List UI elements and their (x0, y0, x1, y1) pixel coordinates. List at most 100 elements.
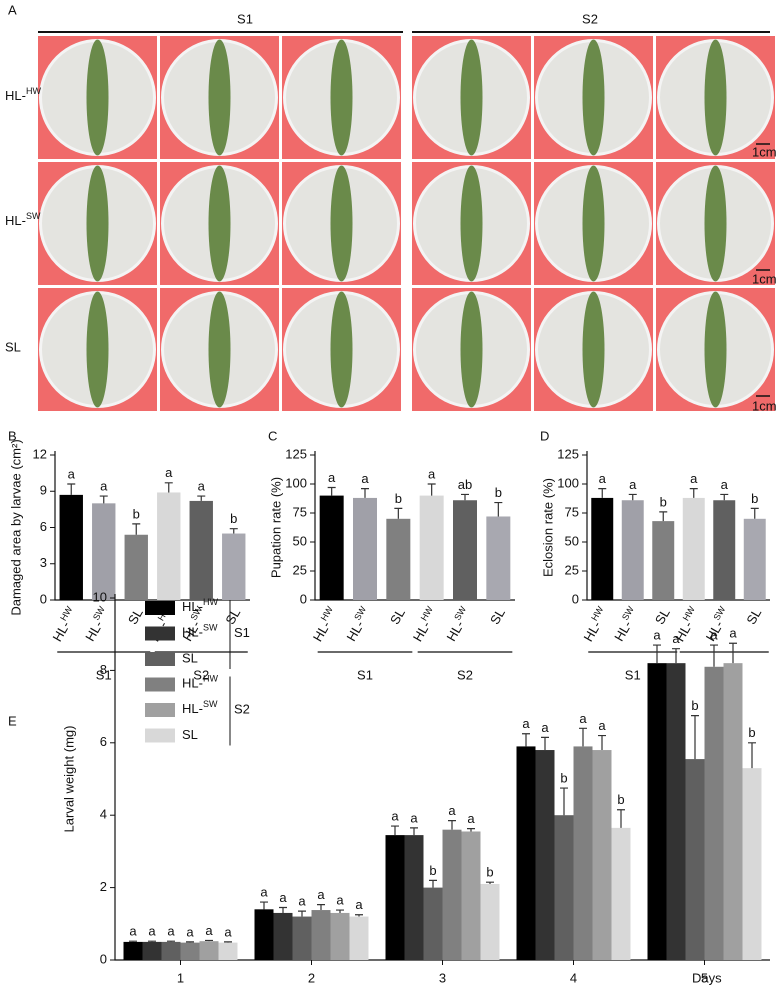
error-bar (579, 727, 587, 747)
group-label: S1 (357, 667, 373, 682)
significance-label: a (672, 631, 680, 646)
x-tick-label: SL (222, 606, 243, 627)
error-bar (298, 910, 306, 917)
x-tick-label: SL (743, 606, 764, 627)
error-bar (167, 940, 175, 942)
bar (419, 495, 444, 600)
x-tick-label: HL-SW (342, 604, 375, 644)
error-bar (148, 940, 156, 942)
significance-label: a (721, 477, 729, 492)
x-tick-label: HL-HW (408, 604, 441, 644)
y-tick-label: 50 (293, 533, 307, 548)
legend-swatch (145, 677, 175, 692)
legend-swatch (145, 652, 175, 666)
error-bar (461, 493, 469, 501)
error-bar (197, 495, 206, 501)
y-tick-label: 4 (100, 807, 107, 822)
error-bar (486, 881, 494, 884)
significance-label: a (579, 711, 587, 726)
bar (199, 941, 219, 960)
significance-label: b (395, 491, 402, 506)
significance-label: a (165, 465, 173, 480)
significance-label: b (617, 792, 624, 807)
bar (292, 916, 312, 960)
bar (311, 910, 331, 960)
significance-label: a (410, 810, 418, 825)
bar (142, 941, 162, 960)
column-label: S2 (582, 11, 598, 26)
leaf (460, 39, 483, 156)
bar (685, 759, 705, 960)
significance-label: a (653, 627, 661, 642)
significance-label: b (751, 491, 758, 506)
error-bar (541, 736, 549, 751)
error-bar (653, 644, 661, 664)
error-bar (691, 715, 699, 760)
legend-label: HL-HW (182, 674, 218, 691)
y-tick-label: 9 (40, 483, 47, 498)
y-axis-label: Pupation rate (%) (268, 477, 283, 578)
error-bar (598, 734, 606, 751)
significance-label: a (167, 924, 175, 939)
significance-label: a (729, 626, 737, 641)
legend-label: SL (182, 727, 198, 742)
leaf (704, 165, 727, 282)
error-bar (729, 642, 737, 664)
bar (666, 663, 686, 960)
error-bar (67, 483, 76, 495)
error-bar (327, 486, 336, 496)
x-axis-label: Days (692, 970, 722, 985)
group-label: S2 (193, 667, 209, 682)
leaf (582, 291, 605, 408)
error-bar (748, 742, 756, 769)
bar (611, 827, 631, 960)
bar (124, 534, 148, 600)
error-bar (560, 787, 568, 816)
significance-label: a (710, 627, 718, 642)
bar (189, 500, 213, 600)
significance-label: b (660, 494, 667, 509)
y-tick-label: 6 (100, 734, 107, 749)
significance-label: a (361, 471, 369, 486)
significance-label: b (133, 506, 140, 521)
error-bar (467, 827, 475, 832)
y-tick-label: 0 (572, 591, 579, 606)
y-axis-label: Larval weight (mg) (61, 726, 76, 833)
bar (554, 815, 574, 960)
y-axis-label: Damaged area by larvae (cm²) (8, 439, 23, 615)
y-tick-label: 25 (565, 562, 579, 577)
significance-label: a (279, 890, 287, 905)
error-bar (720, 493, 729, 501)
leaf (208, 165, 231, 282)
significance-label: b (560, 770, 567, 785)
axis (314, 451, 515, 601)
bar (404, 835, 424, 960)
axis (586, 451, 770, 601)
significance-label: a (629, 477, 637, 492)
panel-letter: C (268, 428, 277, 443)
significance-label: b (429, 863, 436, 878)
error-bar (710, 644, 718, 667)
error-bar (361, 488, 369, 498)
legend-swatch (145, 703, 175, 717)
bar (157, 492, 181, 600)
x-tick-label: HL-HW (308, 604, 341, 644)
bar (254, 909, 274, 960)
x-tick-label: HL-SW (610, 604, 643, 644)
bar (385, 835, 405, 960)
significance-label: b (486, 865, 493, 880)
scale-bar-label: 1cm (752, 398, 777, 413)
significance-label: a (148, 924, 156, 939)
leaf (86, 39, 109, 156)
legend-label: HL-SW (182, 623, 218, 640)
bar (330, 912, 350, 960)
error-bar (391, 825, 399, 836)
leaf (86, 165, 109, 282)
panel-letter: B (8, 428, 17, 443)
x-tick-label: HL-HW (48, 604, 81, 644)
y-tick-label: 75 (565, 504, 579, 519)
error-bar (279, 906, 287, 913)
leaf (330, 165, 353, 282)
axis (54, 451, 250, 601)
bar (423, 887, 443, 960)
